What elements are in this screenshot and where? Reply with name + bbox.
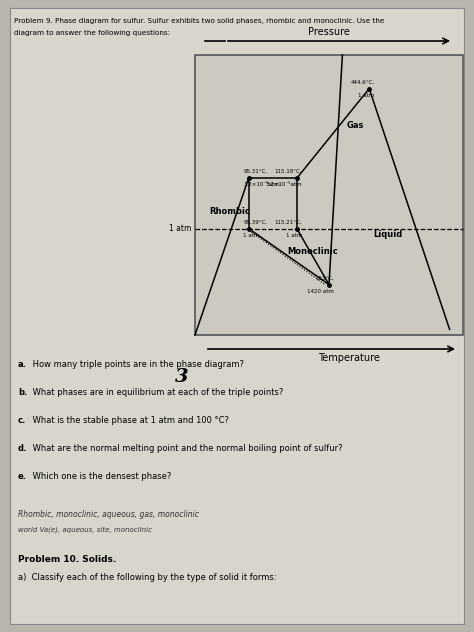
Text: Which one is the densest phase?: Which one is the densest phase? [30,472,172,481]
Text: How many triple points are in the phase diagram?: How many triple points are in the phase … [30,360,244,369]
Text: Pressure: Pressure [308,27,350,37]
Text: Rhombic: Rhombic [210,207,250,216]
Text: a.: a. [18,360,27,369]
Text: 1 atm: 1 atm [243,233,260,238]
Text: c.: c. [18,416,26,425]
Text: 1 atm: 1 atm [169,224,191,233]
Text: Gas: Gas [347,121,365,130]
Text: 115.21°C,: 115.21°C, [275,219,302,224]
Text: What are the normal melting point and the normal boiling point of sulfur?: What are the normal melting point and th… [30,444,343,453]
Bar [195,55,463,335]
Text: 3: 3 [175,368,189,386]
Text: 115.18°C,: 115.18°C, [275,169,302,174]
Text: world Va(e), aqueous, site, monoclinic: world Va(e), aqueous, site, monoclinic [18,526,152,533]
Text: What phases are in equilibrium at each of the triple points?: What phases are in equilibrium at each o… [30,388,283,397]
Text: 1420 atm: 1420 atm [308,289,334,294]
Text: 3.2×10⁻⁵atm: 3.2×10⁻⁵atm [265,182,302,187]
Text: Temperature: Temperature [318,353,380,363]
Text: b.: b. [18,388,27,397]
Text: 95.39°C,: 95.39°C, [243,219,267,224]
Text: 3.2×10⁻⁵atm: 3.2×10⁻⁵atm [243,182,280,187]
Text: 95.31°C,: 95.31°C, [243,169,267,174]
Text: Rhombic, monoclinic, aqueous, gas, monoclinic: Rhombic, monoclinic, aqueous, gas, monoc… [18,510,199,519]
Text: 1 atm: 1 atm [286,233,302,238]
Text: diagram to answer the following questions:: diagram to answer the following question… [14,30,170,36]
Text: Monoclinic: Monoclinic [288,246,338,255]
Text: What is the stable phase at 1 atm and 100 °C?: What is the stable phase at 1 atm and 10… [30,416,229,425]
Text: 444.6°C,: 444.6°C, [351,80,374,85]
Text: a)  Classify each of the following by the type of solid it forms:: a) Classify each of the following by the… [18,573,276,582]
Text: Problem 10. Solids.: Problem 10. Solids. [18,555,116,564]
Text: d.: d. [18,444,27,453]
Text: e.: e. [18,472,27,481]
Text: 1 atm: 1 atm [358,93,374,97]
Text: Problem 9. Phase diagram for sulfur. Sulfur exhibits two solid phases, rhombic a: Problem 9. Phase diagram for sulfur. Sul… [14,18,384,24]
Text: Liquid: Liquid [374,229,402,239]
Text: 153°C,: 153°C, [316,276,334,281]
